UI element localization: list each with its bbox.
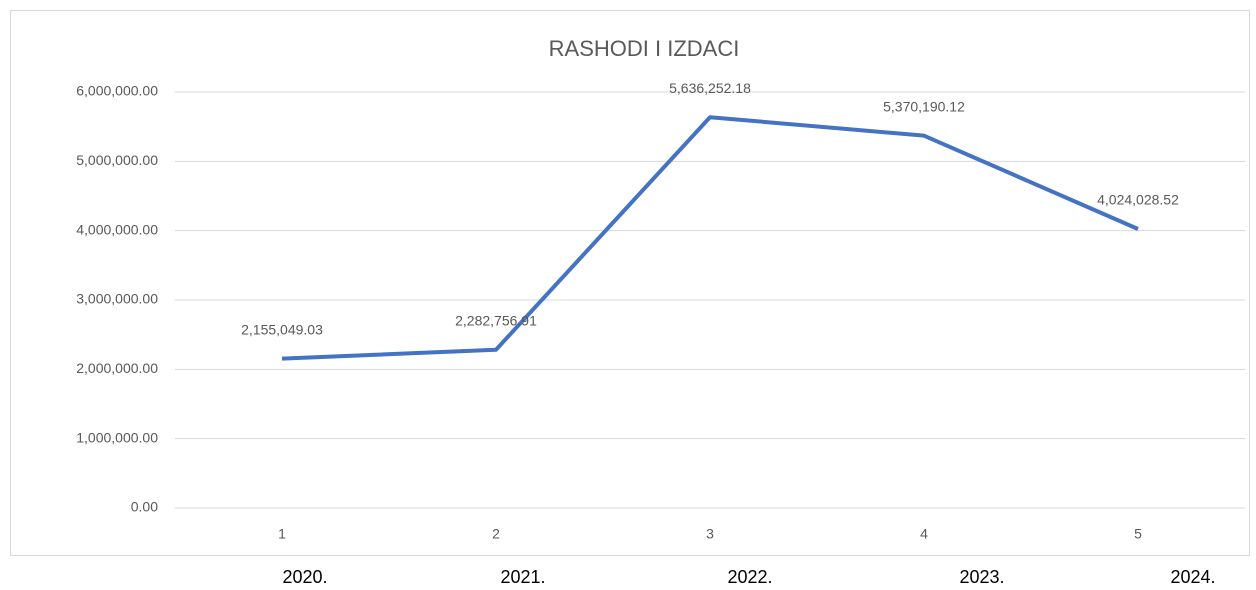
data-label: 5,636,252.18 (669, 80, 751, 96)
year-label: 2024. (1170, 567, 1215, 587)
data-label: 2,282,756.91 (455, 312, 537, 328)
chart-border (10, 10, 1250, 556)
x-tick-label: 5 (1134, 526, 1142, 542)
y-tick-label: 4,000,000.00 (76, 221, 158, 237)
x-tick-label: 2 (492, 526, 500, 542)
data-label: 4,024,028.52 (1097, 192, 1179, 208)
y-tick-label: 1,000,000.00 (76, 429, 158, 445)
y-tick-label: 6,000,000.00 (76, 83, 158, 99)
year-label: 2021. (500, 567, 545, 587)
year-label: 2023. (959, 567, 1004, 587)
y-tick-label: 5,000,000.00 (76, 152, 158, 168)
y-tick-label: 3,000,000.00 (76, 291, 158, 307)
x-tick-label: 3 (706, 526, 714, 542)
x-tick-label: 1 (278, 526, 286, 542)
y-tick-label: 2,000,000.00 (76, 360, 158, 376)
y-tick-label: 0.00 (131, 499, 158, 515)
chart-title: RASHODI I IZDACI (549, 36, 740, 61)
year-label: 2022. (727, 567, 772, 587)
data-label: 5,370,190.12 (883, 98, 965, 114)
year-label: 2020. (282, 567, 327, 587)
line (281, 115, 1139, 361)
data-label: 2,155,049.03 (241, 321, 323, 337)
x-tick-label: 4 (920, 526, 928, 542)
